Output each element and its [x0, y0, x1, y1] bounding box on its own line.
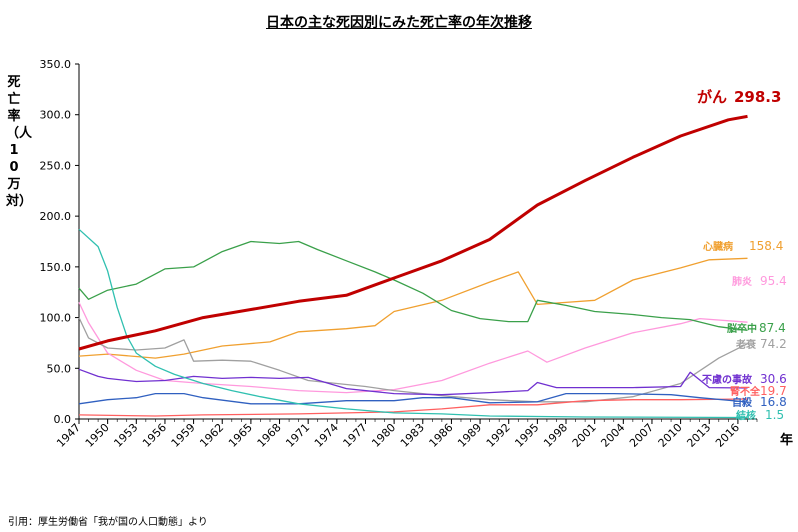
y-tick-label: 50.0	[47, 362, 72, 375]
series-value-label: 298.3	[734, 88, 781, 106]
series-value-label: 19.7	[760, 384, 787, 398]
series-value-label: 87.4	[759, 321, 786, 335]
series-name-label: 脳卒中	[727, 322, 757, 335]
y-tick-label: 0.0	[54, 413, 72, 426]
x-tick-label: 2016	[713, 421, 742, 450]
series-value-label: 30.6	[760, 372, 787, 386]
x-tick-label: 1974	[312, 421, 341, 450]
x-tick-label: 2013	[684, 421, 713, 450]
series-line-5	[78, 368, 748, 396]
x-tick-label: 1950	[83, 421, 112, 450]
x-tick-label: 1962	[197, 421, 226, 450]
x-tick-label: 1959	[169, 421, 198, 450]
series-name-label: 自殺	[732, 396, 753, 409]
x-tick-label: 1989	[455, 421, 484, 450]
y-tick-label: 100.0	[40, 312, 72, 325]
x-tick-label: 1995	[512, 421, 541, 450]
y-axis-label: 死亡率（人10万対）	[6, 75, 33, 209]
x-tick-label: 2010	[656, 421, 685, 450]
x-tick-label: 1953	[111, 421, 140, 450]
series-line-2	[78, 302, 748, 394]
x-tick-label: 1968	[255, 421, 284, 450]
series-line-3	[78, 240, 748, 332]
series-value-label: 16.8	[760, 395, 787, 409]
series-name-label: 腎不全	[730, 385, 761, 398]
y-tick-label: 150.0	[40, 261, 72, 274]
x-tick-label: 1992	[484, 421, 513, 450]
y-tick-label: 250.0	[40, 159, 72, 172]
y-tick-label: 200.0	[40, 210, 72, 223]
x-tick-label: 1980	[369, 421, 398, 450]
x-axis-label: 年	[780, 432, 793, 448]
x-tick-label: 1983	[398, 421, 427, 450]
series-value-label: 74.2	[760, 337, 787, 351]
series-name-label: 結核	[736, 409, 756, 422]
series-line-1	[78, 257, 748, 359]
series-value-label: 1.5	[765, 408, 784, 422]
series-line-0	[78, 114, 748, 351]
series-name-label: 不慮の事故	[702, 373, 753, 386]
y-tick-label: 350.0	[40, 58, 72, 71]
series-name-label: 老衰	[735, 338, 757, 351]
series-name-label: 心臓病	[703, 240, 733, 253]
x-tick-label: 1956	[140, 421, 169, 450]
chart-title: 日本の主な死因別にみた死亡率の年次推移	[266, 15, 532, 31]
series-value-label: 95.4	[760, 274, 787, 288]
series-name-label: がん	[697, 88, 727, 106]
series-line-7	[78, 392, 748, 405]
x-tick-label: 1977	[341, 421, 370, 450]
source-note: 引用：厚生労働省「我が国の人口動態」より	[8, 517, 208, 528]
series-name-label: 肺炎	[732, 275, 752, 288]
y-tick-label: 300.0	[40, 109, 72, 122]
x-tick-label: 1998	[541, 421, 570, 450]
series-line-6	[78, 398, 748, 417]
x-tick-label: 2004	[598, 421, 627, 450]
x-tick-label: 1971	[283, 421, 312, 450]
x-tick-label: 2001	[570, 421, 599, 450]
series-line-8	[78, 228, 748, 419]
x-tick-label: 2007	[627, 421, 656, 450]
series-value-label: 158.4	[749, 239, 783, 253]
x-tick-label: 1986	[427, 421, 456, 450]
x-tick-label: 1965	[226, 421, 255, 450]
